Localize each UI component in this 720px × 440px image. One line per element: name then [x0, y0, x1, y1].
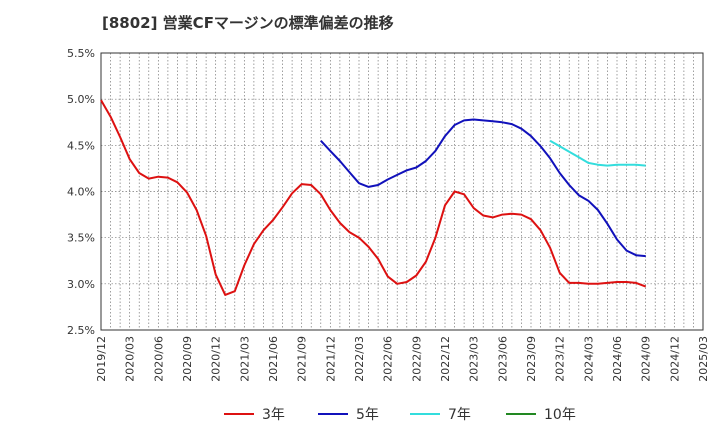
y-tick-label: 3.5%	[67, 232, 95, 245]
x-tick-label: 2021/03	[238, 336, 251, 382]
y-tick-label: 3.0%	[67, 278, 95, 291]
x-tick-label: 2023/12	[554, 336, 567, 382]
legend-label: 7年	[448, 407, 471, 423]
series-line	[549, 139, 646, 167]
x-tick-label: 2023/06	[496, 336, 509, 382]
plot-frame	[100, 52, 704, 331]
series-line	[100, 99, 647, 296]
x-tick-label: 2024/03	[582, 336, 595, 382]
y-tick-label: 4.0%	[67, 186, 95, 199]
chart-title: [8802] 営業CFマージンの標準偏差の推移	[102, 14, 394, 32]
x-tick-label: 2020/06	[152, 336, 165, 382]
y-tick-label: 2.5%	[67, 324, 95, 337]
x-tick-label: 2022/12	[439, 336, 452, 382]
x-tick-label: 2024/09	[640, 336, 653, 382]
x-tick-label: 2021/12	[324, 336, 337, 382]
x-tick-label: 2022/06	[382, 336, 395, 382]
legend-label: 5年	[356, 407, 379, 423]
y-tick-label: 4.5%	[67, 139, 95, 152]
x-tick-label: 2025/03	[697, 336, 710, 382]
x-tick-label: 2023/09	[525, 336, 538, 382]
y-tick-label: 5.5%	[67, 47, 95, 60]
x-tick-label: 2022/09	[410, 336, 423, 382]
x-tick-label: 2021/09	[296, 336, 309, 382]
x-tick-label: 2024/12	[668, 336, 681, 382]
x-tick-label: 2020/12	[210, 336, 223, 382]
x-tick-label: 2020/09	[181, 336, 194, 382]
y-tick-label: 5.0%	[67, 93, 95, 106]
legend-label: 3年	[262, 407, 285, 423]
series-line	[320, 118, 646, 258]
x-tick-label: 2020/03	[124, 336, 137, 382]
x-tick-label: 2023/03	[468, 336, 481, 382]
x-tick-label: 2022/03	[353, 336, 366, 382]
x-tick-label: 2021/06	[267, 336, 280, 382]
x-tick-label: 2024/06	[611, 336, 624, 382]
legend-label: 10年	[544, 407, 576, 423]
x-tick-label: 2019/12	[95, 336, 108, 382]
